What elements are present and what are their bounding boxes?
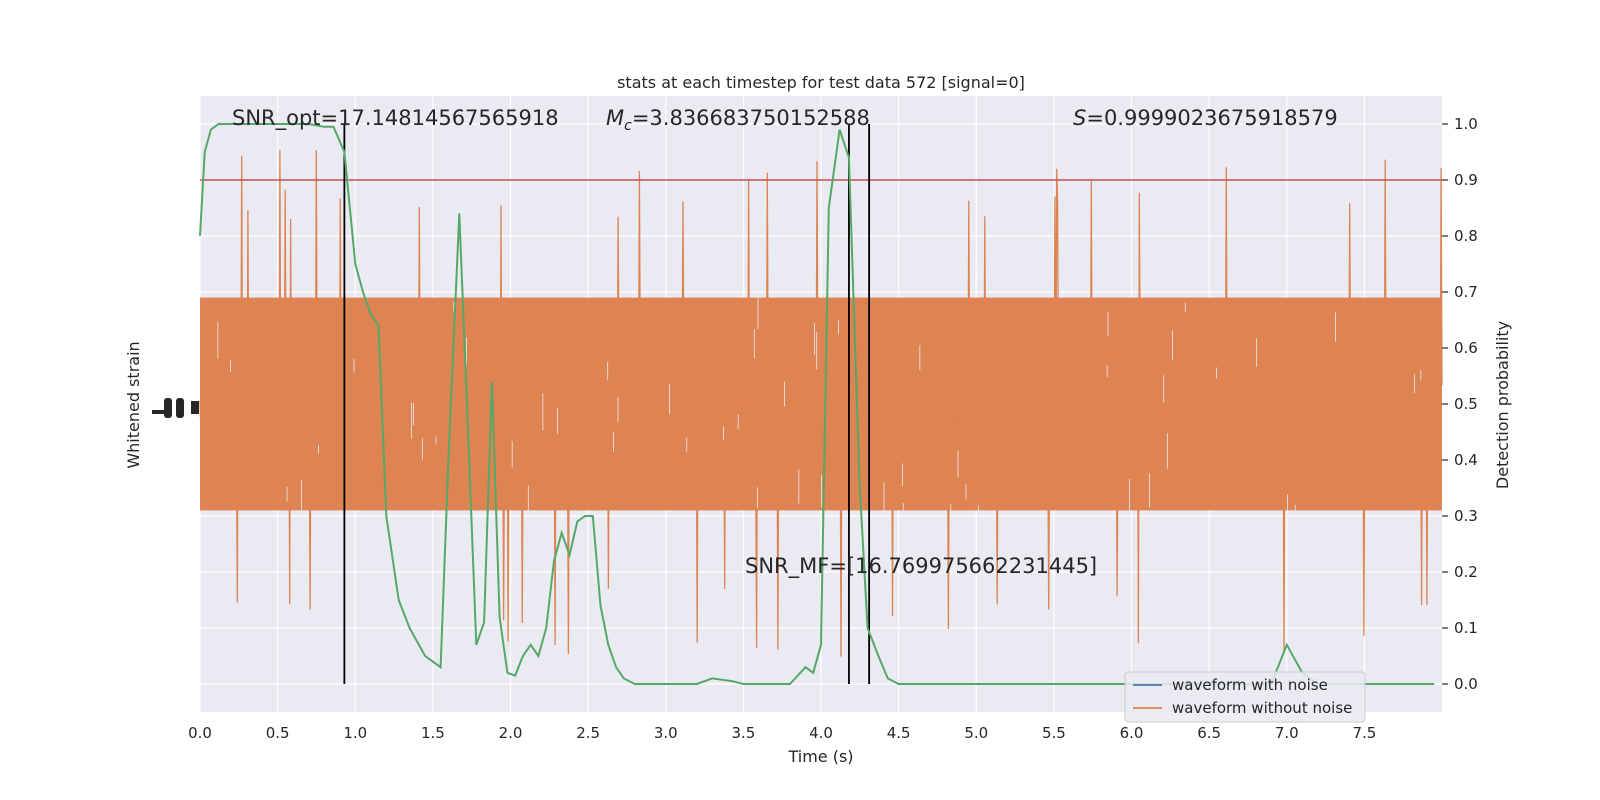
s-annotation: S=0.9999023675918579 [1073, 106, 1338, 130]
x-tick-label: 2.5 [576, 724, 600, 742]
left-axis-label: Whitened strain [124, 341, 143, 468]
y-tick-label: 0.6 [1454, 339, 1478, 357]
y-tick-label: 0.8 [1454, 227, 1478, 245]
x-tick-label: 7.0 [1275, 724, 1299, 742]
x-tick-label: 6.0 [1120, 724, 1144, 742]
right-axis-ticks: 0.0 0.1 0.2 0.3 0.4 0.5 0.6 0.7 0.8 0.9 1.0 [1442, 115, 1478, 693]
x-tick-label: 0.5 [266, 724, 290, 742]
x-tick-label: 6.5 [1197, 724, 1221, 742]
x-tick-label: 4.0 [809, 724, 833, 742]
x-tick-label: 3.5 [731, 724, 755, 742]
snr-opt-annotation: SNR_opt=17.14814567565918 [232, 106, 559, 131]
legend: waveform with noise waveform without noi… [1124, 671, 1366, 723]
x-tick-label: 4.5 [887, 724, 911, 742]
detection-probability-line [199, 123, 1435, 685]
y-tick-label: 0.1 [1454, 619, 1478, 637]
noise-core [200, 297, 1442, 511]
x-axis-label: Time (s) [787, 747, 853, 766]
left-axis-tick-cluster [152, 398, 199, 418]
y-tick-label: 0.2 [1454, 563, 1478, 581]
x-tick-label: 1.0 [343, 724, 367, 742]
x-tick-label: 2.0 [499, 724, 523, 742]
legend-label-without-noise: waveform without noise [1172, 699, 1352, 717]
chirp-mass-annotation: Mc=3.836683750152588 [606, 106, 870, 134]
y-tick-label: 0.9 [1454, 171, 1478, 189]
chart-title: stats at each timestep for test data 572… [617, 73, 1025, 92]
snr-mf-annotation: SNR_MF=[16.769975662231445] [745, 554, 1097, 579]
x-tick-label: 5.0 [964, 724, 988, 742]
y-tick-label: 0.3 [1454, 507, 1478, 525]
y-tick-label: 1.0 [1454, 115, 1478, 133]
x-tick-label: 7.5 [1352, 724, 1376, 742]
x-tick-label: 5.5 [1042, 724, 1066, 742]
x-axis-ticks: 0.0 0.5 1.0 1.5 2.0 2.5 3.0 3.5 4.0 4.5 5.0 5.5 6.0 6… [188, 724, 1376, 742]
waveform-without-noise-series [199, 149, 1443, 657]
x-tick-label: 1.5 [421, 724, 445, 742]
y-tick-label: 0.4 [1454, 451, 1478, 469]
x-tick-label: 0.0 [188, 724, 212, 742]
legend-label-with-noise: waveform with noise [1172, 676, 1328, 694]
event-markers [343, 124, 871, 684]
y-tick-label: 0.5 [1454, 395, 1478, 413]
right-axis-label: Detection probability [1493, 321, 1512, 489]
x-tick-label: 3.0 [654, 724, 678, 742]
noise-trace [199, 149, 1443, 657]
y-tick-label: 0.7 [1454, 283, 1478, 301]
y-tick-label: 0.0 [1454, 675, 1478, 693]
